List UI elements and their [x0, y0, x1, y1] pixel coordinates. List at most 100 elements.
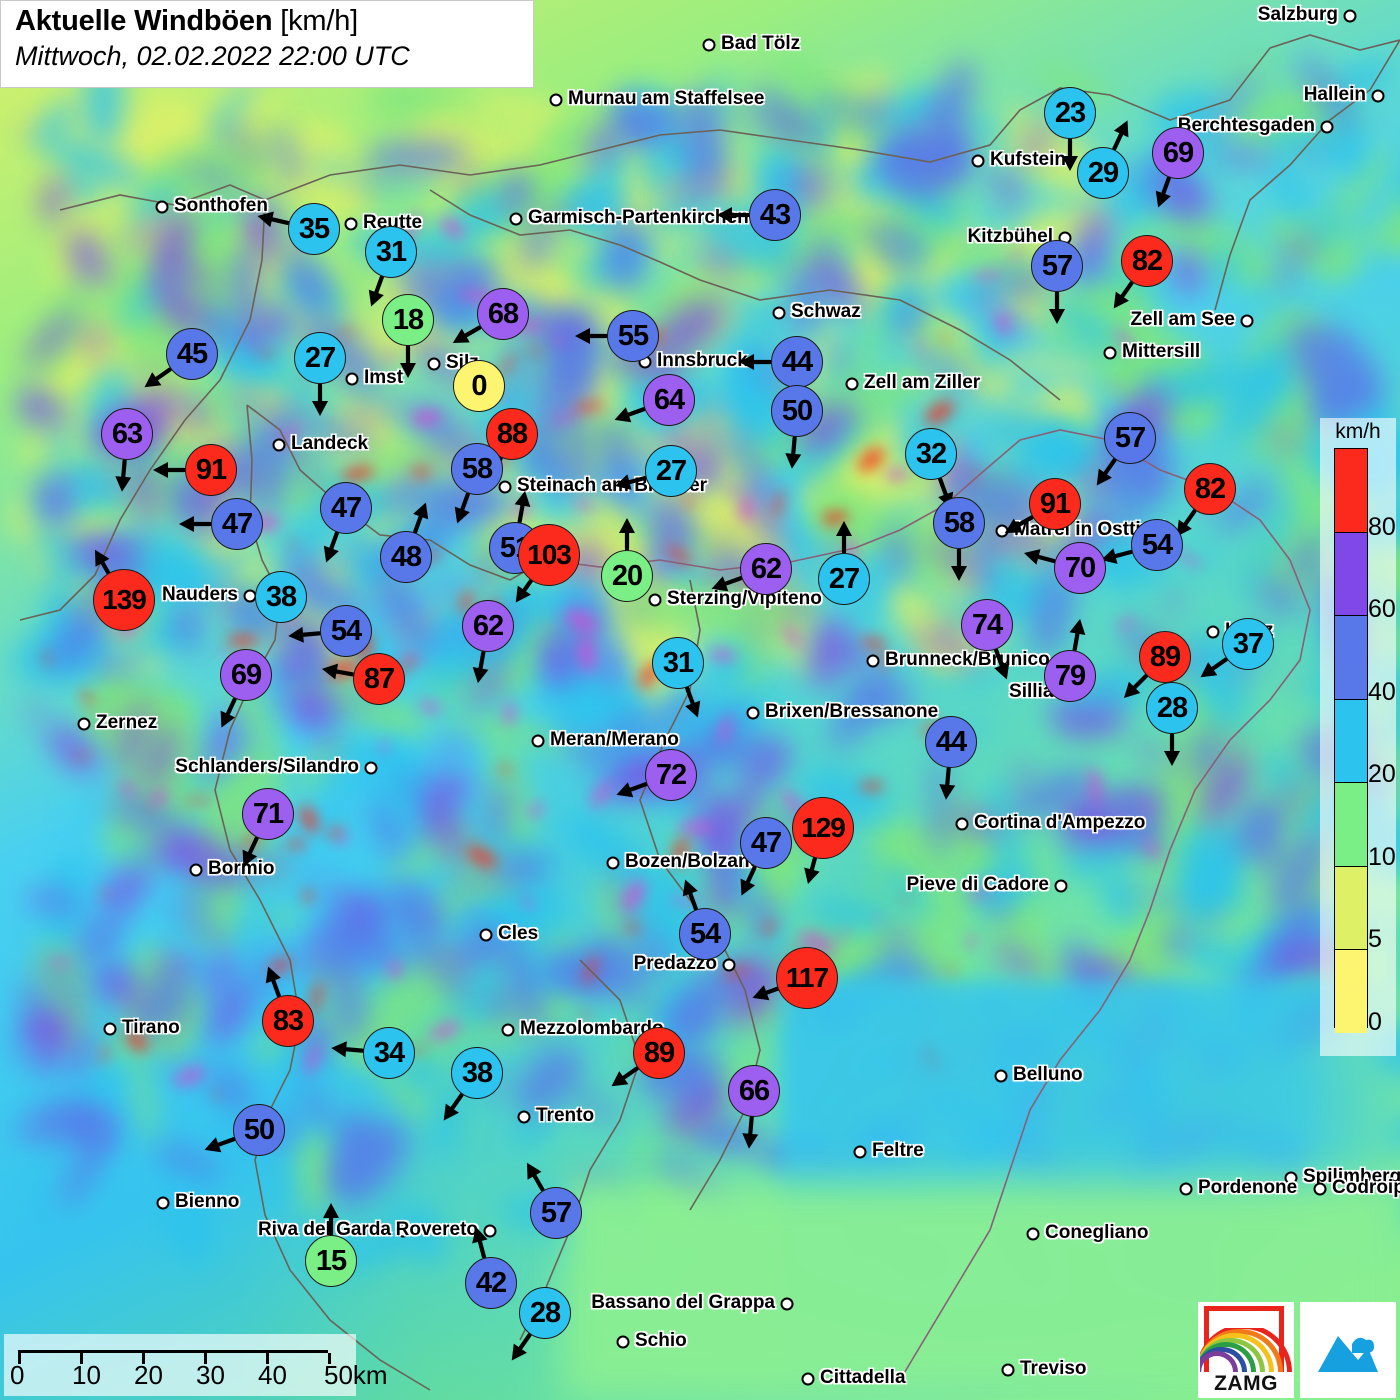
scale-label-50km: 50km	[324, 1360, 388, 1390]
city-dot-icon	[364, 761, 378, 775]
wind-gust-value: 69	[1152, 127, 1204, 179]
city-label: Salzburg	[1257, 4, 1338, 25]
city-dot-icon	[483, 1224, 497, 1238]
city-label: Reutte	[363, 212, 423, 233]
logo-group: ZAMG	[1198, 1302, 1396, 1398]
title-main: Aktuelle Windböen	[15, 5, 273, 37]
wind-gust-value: 74	[961, 599, 1013, 651]
city-label: Bienno	[175, 1191, 240, 1212]
city-dot-icon	[606, 856, 620, 870]
wind-gust-value: 23	[1044, 87, 1096, 139]
city-dot-icon	[509, 212, 523, 226]
wind-gust-value: 44	[771, 336, 823, 388]
city-label: Meran/Merano	[550, 729, 679, 750]
legend-tick-5: 5	[1368, 925, 1382, 954]
legend-tick-0: 0	[1368, 1008, 1382, 1037]
city-label: Cles	[498, 923, 539, 944]
wind-gust-value: 47	[211, 498, 263, 550]
wind-gust-value: 29	[1077, 147, 1129, 199]
city-label: Bozen/Bolzano	[625, 851, 762, 872]
city-label: Landeck	[291, 433, 369, 454]
wind-gust-value: 82	[1121, 235, 1173, 287]
city-dot-icon	[772, 306, 786, 320]
city-dot-icon	[702, 38, 716, 52]
zamg-logo: ZAMG	[1198, 1302, 1294, 1398]
wind-gust-value: 32	[905, 428, 957, 480]
title-unit: [km/h]	[280, 5, 358, 37]
wind-gust-value: 35	[288, 203, 340, 255]
scale-label-40: 40	[258, 1360, 287, 1390]
city-dot-icon	[517, 1110, 531, 1124]
city-label: Brunneck/Brunico	[885, 649, 1050, 670]
legend-tick-80: 80	[1368, 512, 1396, 541]
city-dot-icon	[344, 217, 358, 231]
city-dot-icon	[648, 593, 662, 607]
legend-tick-60: 60	[1368, 595, 1396, 624]
wind-gust-value: 31	[365, 226, 417, 278]
wind-gust-value: 48	[380, 531, 432, 583]
city-label: Zernez	[96, 712, 158, 733]
scale-tick	[18, 1353, 21, 1364]
wind-gust-value: 72	[645, 749, 697, 801]
scale-label-0: 0	[10, 1360, 25, 1390]
city-label: Schwaz	[791, 301, 861, 322]
map-scale-bar: 0 10 20 30 40 50km	[4, 1334, 388, 1396]
wind-gust-value: 79	[1044, 650, 1096, 702]
city-label: Nauders	[161, 584, 238, 605]
scale-tick	[142, 1353, 145, 1364]
legend-band-5	[1335, 865, 1367, 950]
wind-gust-value: 37	[1222, 618, 1274, 670]
wind-gust-value: 15	[305, 1235, 357, 1287]
scale-tick	[204, 1353, 207, 1364]
city-dot-icon	[155, 200, 169, 214]
legend-colorbar: km/h 80 60 40 20 10 5 0	[1320, 418, 1396, 1056]
title-datetime: Mittwoch, 02.02.2022 22:00 UTC	[15, 41, 410, 71]
geosphere-mountain-icon	[1318, 1336, 1378, 1372]
legend-band-2	[1335, 615, 1367, 699]
city-label: Sonthofen	[174, 195, 268, 216]
city-dot-icon	[1179, 1182, 1193, 1196]
city-dot-icon	[1240, 314, 1254, 328]
scale-label-30: 30	[196, 1360, 225, 1390]
city-dot-icon	[955, 817, 969, 831]
wind-gust-value: 18	[382, 294, 434, 346]
wind-gust-value: 27	[818, 553, 870, 605]
city-label: Belluno	[1013, 1064, 1083, 1085]
city-dot-icon	[1206, 625, 1220, 639]
city-dot-icon	[971, 154, 985, 168]
wind-gust-value: 83	[262, 995, 314, 1047]
wind-gust-value: 28	[519, 1287, 571, 1339]
city-dot-icon	[1371, 89, 1385, 103]
wind-gust-value: 38	[451, 1047, 503, 1099]
wind-gust-value: 57	[1104, 412, 1156, 464]
wind-gust-value: 139	[93, 569, 155, 631]
city-dot-icon	[77, 717, 91, 731]
city-dot-icon	[103, 1022, 117, 1036]
wind-gust-value: 89	[1139, 631, 1191, 683]
wind-gust-value: 27	[294, 332, 346, 384]
wind-gust-value: 54	[1131, 519, 1183, 571]
city-dot-icon	[189, 863, 203, 877]
city-label: Pieve di Cadore	[906, 874, 1049, 895]
wind-gust-value: 42	[465, 1257, 517, 1309]
wind-gust-value: 62	[462, 600, 514, 652]
city-dot-icon	[427, 357, 441, 371]
wind-gust-value: 66	[728, 1065, 780, 1117]
scale-tick	[80, 1353, 83, 1364]
city-label: Conegliano	[1045, 1222, 1149, 1243]
legend-band-3	[1335, 698, 1367, 783]
city-dot-icon	[1320, 120, 1334, 134]
legend-color-strip	[1334, 448, 1368, 1033]
wind-gust-value: 58	[933, 497, 985, 549]
wind-gust-value: 50	[233, 1104, 285, 1156]
legend-unit-label: km/h	[1335, 420, 1381, 443]
wind-gust-value: 0	[453, 360, 505, 412]
wind-gust-value: 69	[220, 649, 272, 701]
wind-gust-value: 58	[451, 443, 503, 495]
city-label: Berchtesgaden	[1177, 115, 1315, 136]
city-dot-icon	[1313, 1182, 1327, 1196]
zamg-logo-text: ZAMG	[1214, 1372, 1278, 1395]
geosphere-logo	[1300, 1302, 1396, 1398]
wind-gust-value: 91	[1029, 478, 1081, 530]
wind-gust-value: 117	[776, 947, 838, 1009]
